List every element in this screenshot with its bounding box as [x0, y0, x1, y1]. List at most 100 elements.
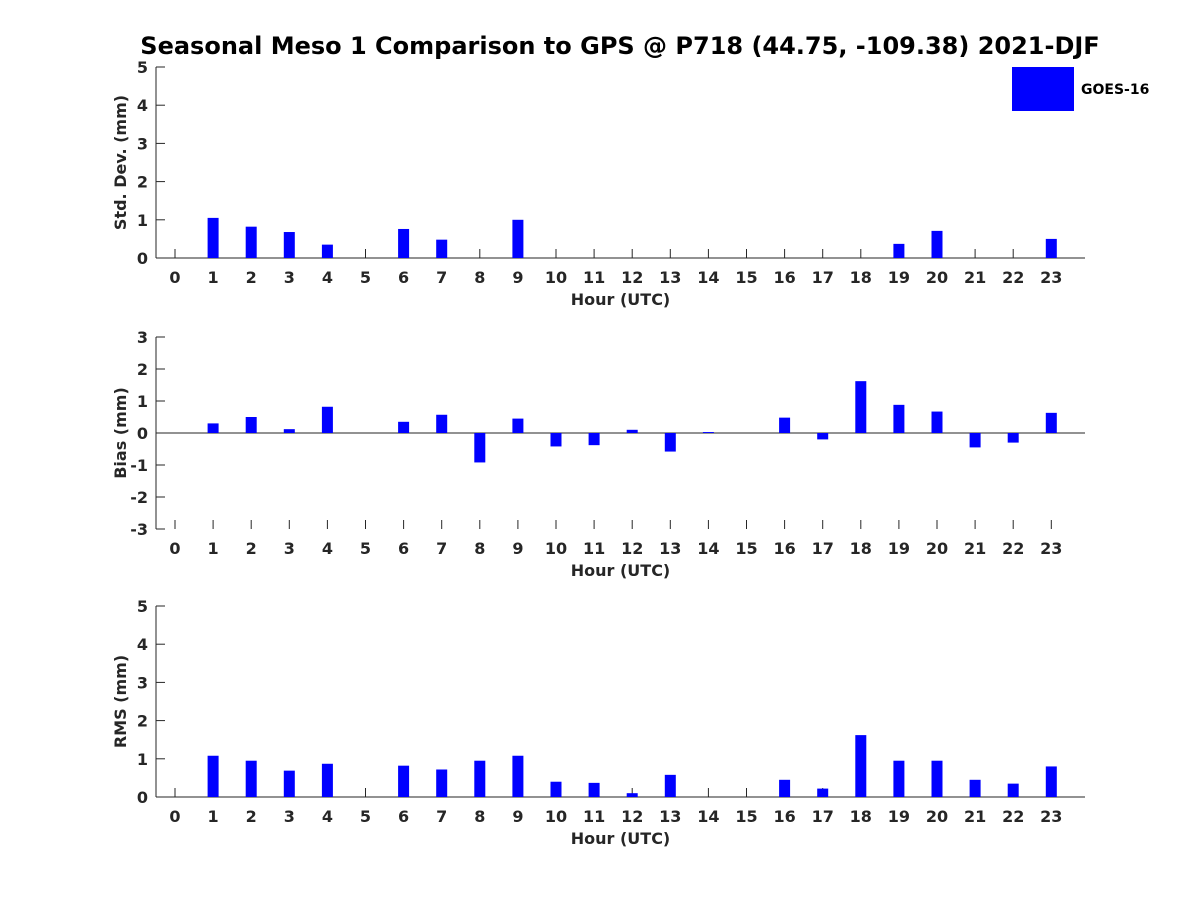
- bias-ytick-label: -1: [130, 456, 148, 475]
- rms-bar-hour-20: [931, 760, 943, 797]
- std-dev-xtick-label: 0: [169, 268, 180, 287]
- bias-x-axis-label: Hour (UTC): [571, 561, 671, 580]
- bias-xtick-label: 0: [169, 539, 180, 558]
- rms-bar-hour-1: [207, 755, 219, 797]
- bias-bar-hour-6: [398, 421, 410, 433]
- std-dev-bar-hour-4: [321, 244, 333, 258]
- bias-xtick-label: 8: [474, 539, 485, 558]
- std-dev-xtick-label: 9: [512, 268, 523, 287]
- rms-y-axis-label: RMS (mm): [111, 655, 130, 748]
- rms-bar-hour-6: [398, 765, 410, 797]
- std-dev-xtick-label: 15: [735, 268, 757, 287]
- bias-bar-hour-4: [321, 406, 333, 433]
- legend: GOES-16: [1012, 67, 1149, 111]
- bias-xtick-label: 21: [964, 539, 986, 558]
- std-dev-bar-hour-1: [207, 217, 219, 258]
- bias-bar-hour-9: [512, 418, 524, 433]
- bias-xtick-label: 14: [697, 539, 719, 558]
- rms-xtick-label: 14: [697, 807, 719, 826]
- bias-xtick-label: 2: [246, 539, 257, 558]
- bias-bar-hour-8: [474, 433, 486, 463]
- rms-xtick-label: 1: [208, 807, 219, 826]
- rms-bar-hour-21: [969, 779, 981, 797]
- bias-xtick-label: 9: [512, 539, 523, 558]
- std-dev-bar-hour-7: [436, 239, 448, 258]
- std-dev-xtick-label: 5: [360, 268, 371, 287]
- bias-bar-hour-20: [931, 411, 943, 433]
- bias-bar-hour-18: [855, 381, 867, 433]
- std-dev-xtick-label: 18: [850, 268, 872, 287]
- bias-bar-hour-21: [969, 433, 981, 448]
- rms-xtick-label: 17: [812, 807, 834, 826]
- rms-xtick-label: 5: [360, 807, 371, 826]
- rms-xtick-label: 0: [169, 807, 180, 826]
- std-dev-bar-hour-19: [893, 243, 905, 258]
- rms-bar-hour-8: [474, 760, 486, 797]
- rms-bar-hour-22: [1007, 783, 1019, 797]
- std-dev-bar-hour-6: [398, 228, 410, 258]
- std-dev-xtick-label: 1: [208, 268, 219, 287]
- std-dev-xtick-label: 22: [1002, 268, 1024, 287]
- rms-bar-hour-10: [550, 781, 562, 797]
- bias-ytick-label: -2: [130, 488, 148, 507]
- std-dev-xtick-label: 20: [926, 268, 948, 287]
- bias-xtick-label: 13: [659, 539, 681, 558]
- rms-bar-hour-19: [893, 760, 905, 797]
- rms-xtick-label: 15: [735, 807, 757, 826]
- bias-bar-hour-12: [626, 429, 638, 433]
- rms-xtick-label: 21: [964, 807, 986, 826]
- bias-bar-hour-7: [436, 414, 448, 433]
- std-dev-ytick-label: 4: [137, 96, 148, 115]
- rms-xtick-label: 18: [850, 807, 872, 826]
- rms-xtick-label: 12: [621, 807, 643, 826]
- bias-ytick-label: 0: [137, 424, 148, 443]
- bias-bar-hour-3: [283, 429, 295, 433]
- rms-xtick-label: 10: [545, 807, 567, 826]
- bias-bar-hour-2: [245, 417, 257, 433]
- bias-xtick-label: 20: [926, 539, 948, 558]
- std-dev-bar-hour-2: [245, 226, 257, 258]
- rms-bar-hour-11: [588, 782, 600, 797]
- rms-xtick-label: 19: [888, 807, 910, 826]
- std-dev-xtick-label: 23: [1040, 268, 1062, 287]
- rms-ytick-label: 5: [137, 597, 148, 616]
- legend-label: GOES-16: [1081, 82, 1149, 98]
- std-dev-bar-hour-3: [283, 232, 295, 258]
- rms-bar-hour-23: [1045, 766, 1057, 797]
- rms-xtick-label: 7: [436, 807, 447, 826]
- bias-bar-hour-17: [817, 433, 829, 440]
- rms-bar-hour-2: [245, 760, 257, 797]
- std-dev-x-axis-label: Hour (UTC): [571, 290, 671, 309]
- rms-xtick-label: 3: [284, 807, 295, 826]
- rms-ytick-label: 0: [137, 788, 148, 807]
- std-dev-xtick-label: 8: [474, 268, 485, 287]
- bias-bar-hour-11: [588, 433, 600, 446]
- rms-xtick-label: 16: [773, 807, 795, 826]
- rms-xtick-label: 6: [398, 807, 409, 826]
- bias-ytick-label: -3: [130, 520, 148, 539]
- bias-xtick-label: 23: [1040, 539, 1062, 558]
- bias-xtick-label: 7: [436, 539, 447, 558]
- rms-xtick-label: 2: [246, 807, 257, 826]
- rms-bar-hour-17: [817, 788, 829, 797]
- std-dev-xtick-label: 6: [398, 268, 409, 287]
- bias-bar-hour-10: [550, 433, 562, 447]
- rms-bar-hour-13: [664, 774, 676, 797]
- bias-bar-hour-13: [664, 433, 676, 452]
- bias-bar-hour-14: [702, 432, 714, 433]
- std-dev-ytick-label: 0: [137, 249, 148, 268]
- rms-bar-hour-9: [512, 755, 524, 797]
- std-dev-y-axis-label: Std. Dev. (mm): [111, 95, 130, 230]
- bias-xtick-label: 16: [773, 539, 795, 558]
- rms-xtick-label: 8: [474, 807, 485, 826]
- rms-xtick-label: 11: [583, 807, 605, 826]
- std-dev-bar-hour-23: [1045, 238, 1057, 258]
- std-dev-xtick-label: 14: [697, 268, 719, 287]
- bias-ytick-label: 1: [137, 392, 148, 411]
- rms-bar-hour-7: [436, 769, 448, 797]
- std-dev-ytick-label: 5: [137, 58, 148, 77]
- std-dev-xtick-label: 12: [621, 268, 643, 287]
- rms-bar-hour-3: [283, 770, 295, 797]
- std-dev-xtick-label: 3: [284, 268, 295, 287]
- bias-xtick-label: 10: [545, 539, 567, 558]
